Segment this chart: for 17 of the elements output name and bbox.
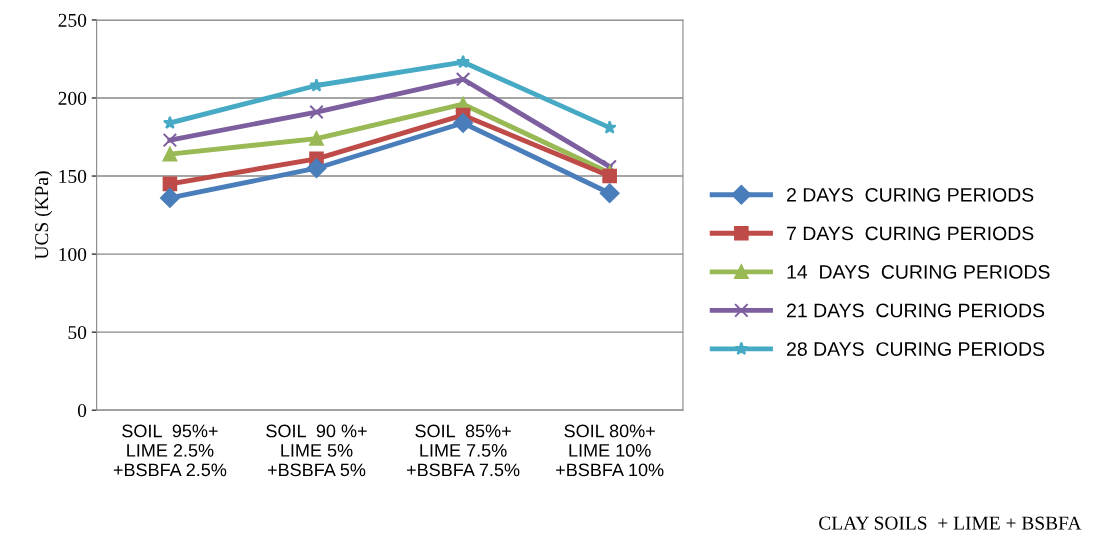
x-tick-label: SOIL 90 %+ LIME 5% +BSBFA 5% — [266, 424, 367, 477]
y-tick-label: 100 — [59, 247, 87, 262]
legend-label: 14 DAYS CURING PERIODS — [787, 265, 1050, 279]
text: CLAY SOILS + LIME + BSBFA — [819, 516, 1082, 530]
legend-label: 2 DAYS CURING PERIODS — [787, 187, 1034, 202]
legend-label: 21 DAYS CURING PERIODS — [787, 303, 1045, 318]
y-tick-label: 150 — [59, 169, 87, 183]
y-axis-title: UCS (KPa) — [34, 171, 53, 260]
x-tick-label: SOIL 80%+ LIME 10% +BSBFA 10% — [556, 424, 664, 477]
y-tick-label: 0 — [77, 403, 87, 418]
x-tick-label: SOIL 95%+ LIME 2.5% +BSBFA 2.5% — [113, 424, 227, 477]
y-tick-label: 200 — [58, 91, 87, 105]
y-tick-label: 50 — [68, 325, 87, 340]
y-tick-label: 250 — [58, 13, 87, 27]
x-tick-label: SOIL 85%+ LIME 7.5% +BSBFA 7.5% — [407, 424, 520, 477]
legend-label: 7 DAYS CURING PERIODS — [787, 226, 1034, 241]
legend-label: 28 DAYS CURING PERIODS — [787, 342, 1045, 356]
